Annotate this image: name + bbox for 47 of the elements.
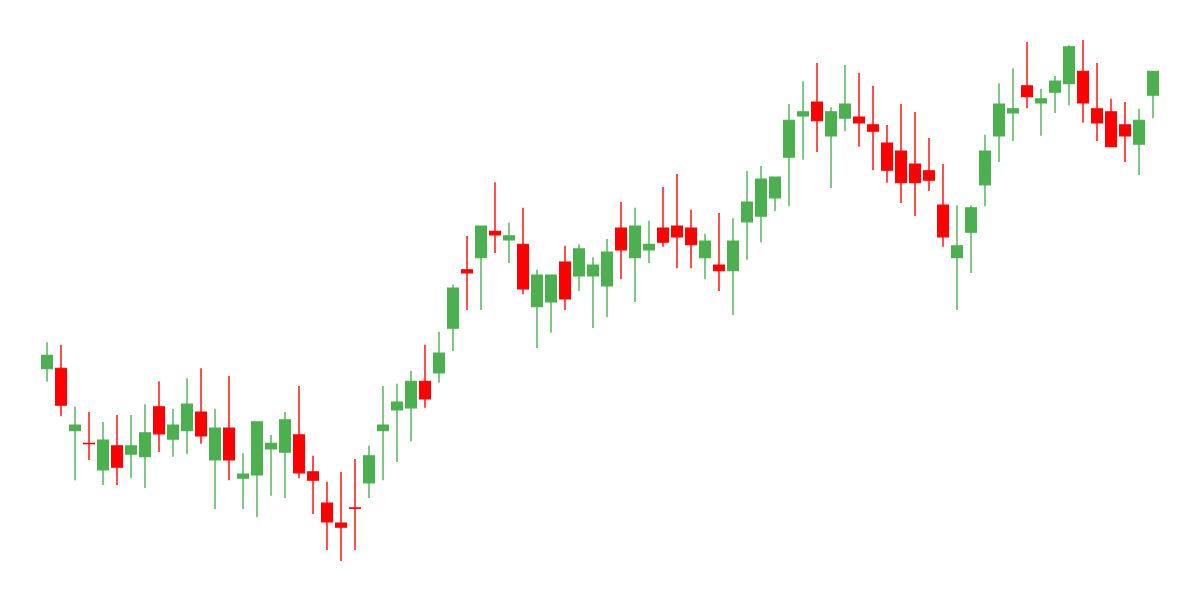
candlestick: [376, 385, 390, 481]
candlestick: [1006, 67, 1020, 142]
candlestick: [236, 452, 250, 510]
candlestick: [852, 72, 866, 148]
candlestick: [740, 170, 754, 261]
candlestick: [698, 233, 712, 280]
candlestick: [768, 176, 782, 212]
candlestick: [838, 64, 852, 132]
candlestick: [712, 212, 726, 292]
candlestick: [418, 344, 432, 409]
candlestick: [348, 458, 362, 551]
candlestick: [950, 204, 964, 311]
candlestick: [320, 481, 334, 551]
candlestick: [922, 137, 936, 192]
candlestick: [1090, 62, 1104, 142]
candlestick: [908, 111, 922, 217]
candlestick: [796, 80, 810, 161]
candlestick: [586, 256, 600, 329]
candlestick: [432, 331, 446, 384]
candlestick: [166, 408, 180, 458]
candlestick: [866, 85, 880, 171]
candlestick: [40, 341, 54, 383]
candlestick: [1034, 88, 1048, 137]
candlestick: [824, 106, 838, 189]
candlestick: [1146, 70, 1160, 119]
candlestick: [502, 222, 516, 264]
candlestick: [684, 209, 698, 269]
candlestick: [264, 434, 278, 497]
candlestick: [194, 367, 208, 445]
candlestick: [110, 414, 124, 486]
candlestick: [124, 414, 138, 479]
candlestick: [670, 173, 684, 269]
candlestick: [138, 403, 152, 489]
candlestick: [1020, 41, 1034, 109]
candlestick: [390, 383, 404, 463]
candlestick: [488, 181, 502, 254]
candlestick: [614, 201, 628, 280]
candlestick: [334, 471, 348, 562]
candlestick: [642, 220, 656, 264]
candlestick: [460, 235, 474, 311]
candlestick: [656, 186, 670, 248]
candlestick: [1132, 108, 1146, 176]
candlestick: [68, 406, 82, 481]
candlestick: [1118, 101, 1132, 163]
candlestick: [306, 455, 320, 515]
candlestick: [1048, 75, 1062, 114]
candlestick: [810, 62, 824, 153]
